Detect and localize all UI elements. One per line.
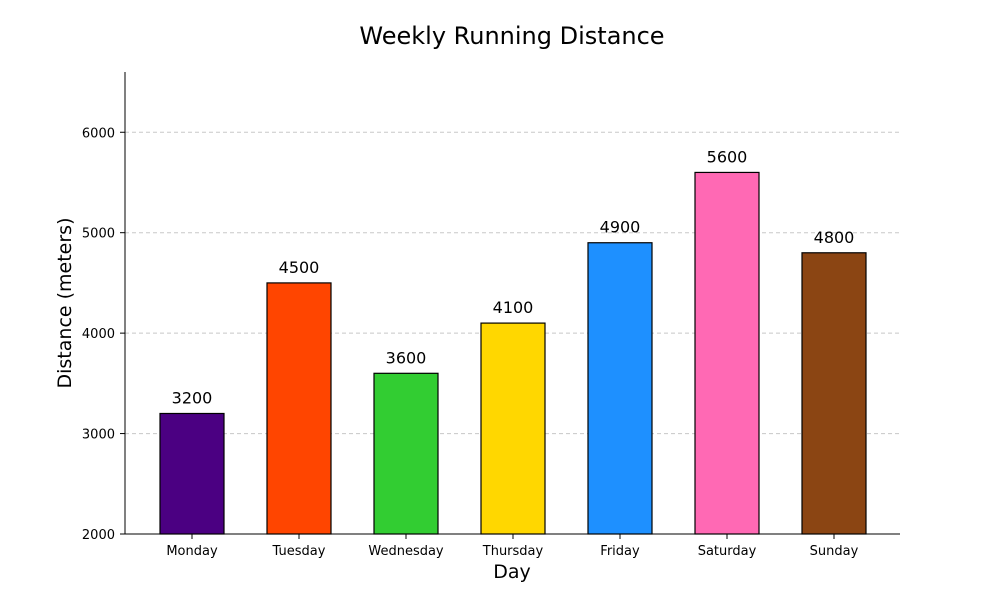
x-tick-label: Thursday [482, 544, 544, 559]
bar-value-label: 4800 [814, 228, 855, 247]
x-tick-label: Monday [166, 544, 218, 559]
bar-value-label: 5600 [707, 147, 748, 166]
x-tick-label: Sunday [810, 544, 859, 559]
y-axis-label: Distance (meters) [54, 218, 76, 389]
bar [801, 252, 867, 535]
bar [373, 372, 439, 535]
y-tick-label: 5000 [82, 227, 115, 242]
bar [587, 242, 653, 535]
x-tick-label: Wednesday [368, 544, 444, 559]
bar-value-label: 4900 [600, 218, 641, 237]
x-tick-label: Friday [600, 544, 640, 559]
x-tick-label: Saturday [698, 544, 757, 559]
y-tick-label: 4000 [82, 327, 115, 342]
bar [694, 171, 760, 535]
y-tick-label: 6000 [82, 126, 115, 141]
bar-value-label: 3600 [386, 348, 427, 367]
chart-title: Weekly Running Distance [359, 22, 664, 50]
bar-value-label: 4100 [493, 298, 534, 317]
bar-value-label: 4500 [279, 258, 320, 277]
bar [159, 412, 225, 535]
bars [159, 171, 867, 535]
x-axis-ticks: Monday Tuesday Wednesday Thursday Friday Satu… [166, 534, 859, 559]
bar-value-label: 3200 [172, 388, 213, 407]
bar [266, 282, 332, 535]
y-tick-label: 3000 [82, 428, 115, 443]
x-tick-label: Tuesday [272, 544, 326, 559]
y-axis-ticks: 2000 3000 4000 5000 6000 [82, 126, 125, 543]
bar-value-labels: 3200 4500 3600 4100 4900 5600 4800 [172, 147, 855, 407]
bar [480, 322, 546, 535]
y-tick-label: 2000 [82, 528, 115, 543]
x-axis-label: Day [493, 561, 531, 583]
